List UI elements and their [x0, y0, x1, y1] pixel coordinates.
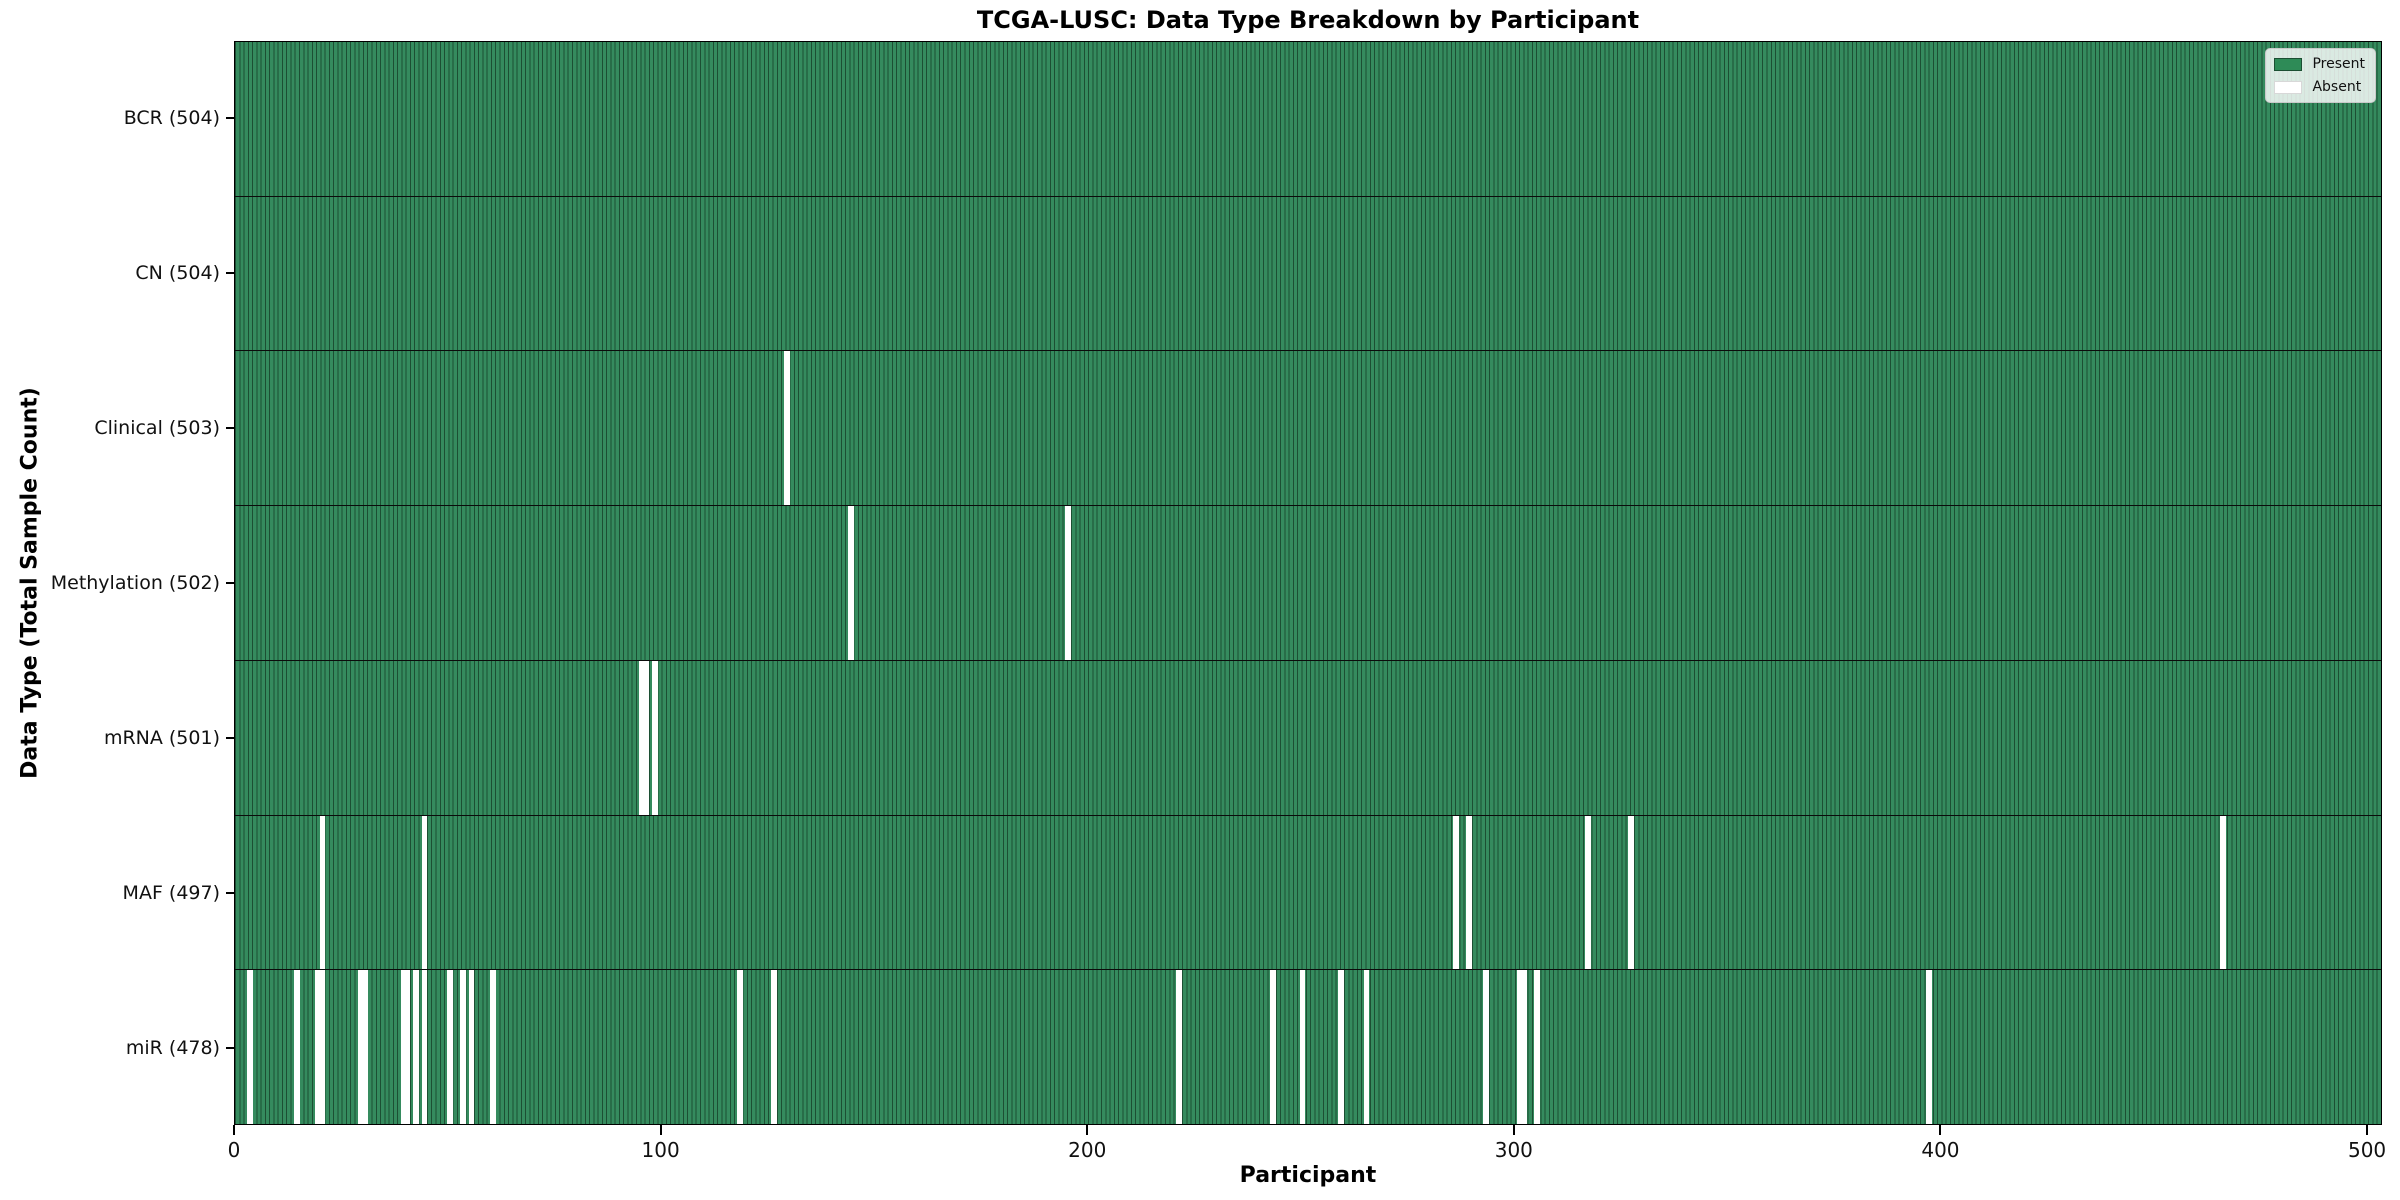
y-tick-label: miR (478): [125, 1036, 220, 1059]
x-tick: [659, 1125, 662, 1135]
absent-gap: [1534, 970, 1540, 1125]
y-tick-label: BCR (504): [123, 107, 220, 130]
absent-gap: [848, 506, 854, 660]
legend-label-present: Present: [2312, 56, 2365, 72]
data-row-bcr: [235, 42, 2381, 197]
absent-gap: [1176, 970, 1182, 1125]
absent-gap: [639, 660, 645, 815]
x-tick: [2366, 1125, 2369, 1135]
absent-gap: [1483, 970, 1489, 1125]
absent-gap: [1065, 506, 1072, 660]
absent-gap: [357, 970, 364, 1125]
y-axis: BCR (504) CN (504) Clinical (503) Methylati…: [0, 41, 234, 1125]
absent-gap: [1585, 815, 1592, 970]
absent-gap: [1338, 970, 1344, 1125]
absent-gap: [1363, 970, 1370, 1125]
absent-gap: [421, 970, 428, 1125]
absent-gap: [771, 970, 777, 1125]
absent-gap: [1453, 815, 1459, 970]
legend: Present Absent: [2265, 48, 2376, 103]
y-tick-label: Clinical (503): [94, 417, 220, 440]
y-tick-label: Methylation (502): [50, 572, 220, 594]
y-tick: [226, 582, 234, 584]
data-row-clinical: [235, 351, 2381, 507]
absent-gap: [1926, 970, 1933, 1125]
absent-gap: [651, 660, 658, 815]
absent-gap: [460, 970, 466, 1125]
absent-gap: [1517, 970, 1523, 1125]
data-row-cn: [235, 196, 2381, 352]
data-row-mir: [235, 970, 2381, 1125]
x-tick-label: 400: [1921, 1138, 1960, 1162]
x-axis: 0 100 200 300 400 500: [228, 1125, 2386, 1171]
x-tick: [1512, 1125, 1515, 1135]
absent-gap: [1466, 815, 1472, 970]
data-row-maf: [235, 815, 2381, 971]
x-tick: [1086, 1125, 1089, 1135]
absent-gap: [400, 970, 407, 1125]
absent-gap: [362, 970, 368, 1125]
absent-gap: [490, 970, 496, 1125]
absent-gap: [293, 970, 300, 1125]
data-row-methylation: [235, 506, 2381, 661]
y-tick: [226, 1046, 234, 1049]
absent-gap: [468, 970, 475, 1125]
y-tick: [226, 736, 234, 739]
legend-label-absent: Absent: [2312, 79, 2362, 95]
absent-gap: [447, 970, 454, 1125]
absent-gap: [1299, 970, 1306, 1125]
x-tick: [1939, 1125, 1942, 1135]
absent-gap: [784, 351, 790, 506]
absent-gap: [319, 815, 326, 970]
absent-gap: [404, 970, 411, 1125]
x-tick-label: 300: [1494, 1138, 1533, 1162]
x-tick: [233, 1125, 235, 1135]
absent-gap: [643, 660, 650, 815]
plot-area: Present Absent: [234, 41, 2382, 1125]
absent-gap: [1521, 970, 1528, 1125]
absent-gap: [737, 970, 743, 1125]
x-tick-label: 100: [641, 1138, 680, 1162]
absent-gap: [2220, 815, 2227, 970]
y-tick-label: MAF (497): [122, 881, 220, 904]
x-tick-label: 0: [227, 1138, 241, 1162]
absent-gap: [319, 970, 326, 1125]
legend-entry-present: Present: [2274, 56, 2365, 72]
presence-matrix: [235, 42, 2381, 1125]
y-tick: [226, 427, 234, 430]
absent-gap: [1270, 970, 1276, 1125]
chart-title: TCGA-LUSC: Data Type Breakdown by Partic…: [976, 6, 1640, 34]
y-tick: [226, 891, 234, 894]
absent-gap: [421, 815, 428, 970]
data-row-mrna: [235, 660, 2381, 816]
legend-swatch-present: [2274, 57, 2303, 71]
absent-gap: [247, 970, 253, 1125]
y-tick: [226, 272, 234, 275]
y-tick-label: CN (504): [135, 262, 220, 285]
y-tick-label: mRNA (501): [103, 726, 220, 749]
legend-swatch-absent: [2274, 80, 2303, 94]
absent-gap: [413, 970, 419, 1125]
x-tick-label: 500: [2347, 1138, 2387, 1162]
legend-entry-absent: Absent: [2274, 79, 2365, 95]
x-tick-label: 200: [1068, 1138, 1107, 1162]
x-axis-title: Participant: [1239, 1163, 1377, 1188]
absent-gap: [315, 970, 321, 1125]
absent-gap: [1628, 815, 1634, 970]
y-tick: [226, 117, 234, 120]
